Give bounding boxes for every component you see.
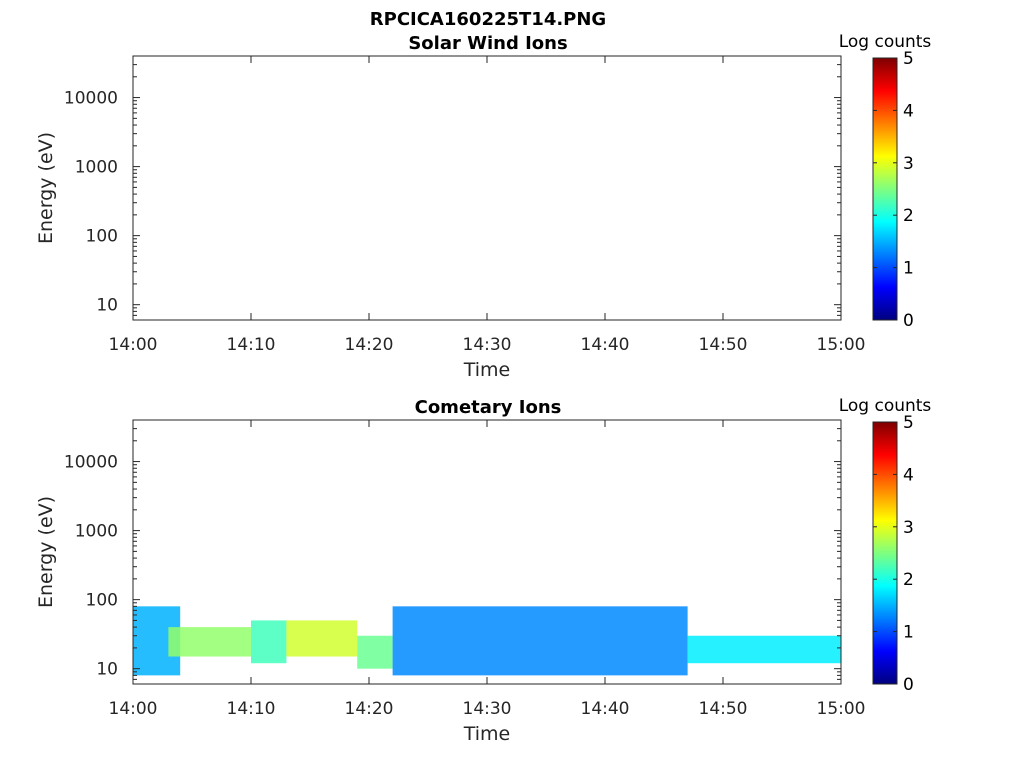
y-tick-label: 1000 <box>75 522 118 542</box>
x-tick-label: 14:20 <box>345 335 394 355</box>
heatmap-cell <box>286 620 358 657</box>
heatmap-cell <box>392 606 688 676</box>
colorbar: Log counts 0 1 2 3 4 5 <box>839 32 932 331</box>
colorbar-tick-label: 4 <box>903 465 914 485</box>
colorbar: Log counts 0 1 2 3 4 5 <box>839 396 932 695</box>
plot-frame <box>132 55 842 321</box>
y-tick-label: 100 <box>86 227 118 247</box>
heatmap-cell <box>687 635 841 664</box>
y-ticks: 10 100 1000 10000 <box>64 55 841 321</box>
colorbar-tick-label: 3 <box>903 154 914 174</box>
x-tick-label: 14:00 <box>109 335 158 355</box>
colorbar-tick-label: 4 <box>903 101 914 121</box>
x-axis-label: Time <box>463 723 511 745</box>
x-tick-label: 14:30 <box>463 335 512 355</box>
x-tick-label: 14:50 <box>699 335 748 355</box>
x-tick-label: 14:20 <box>345 699 394 719</box>
colorbar-tick-label: 0 <box>903 311 914 331</box>
x-axis-label: Time <box>463 359 511 381</box>
y-ticks: 10 100 1000 10000 <box>64 419 841 685</box>
y-axis-label: Energy (eV) <box>35 496 57 608</box>
colorbar-tick-label: 1 <box>903 259 914 279</box>
colorbar-tick-label: 5 <box>903 49 914 69</box>
heatmap-cell <box>357 635 393 669</box>
y-tick-label: 10 <box>96 660 118 680</box>
y-axis-label: Energy (eV) <box>35 132 57 244</box>
x-tick-label: 14:40 <box>581 335 630 355</box>
y-tick-label: 10000 <box>64 453 118 473</box>
heatmap-cell <box>251 620 287 664</box>
colorbar-gradient <box>872 421 898 685</box>
colorbar-tick-label: 2 <box>903 570 914 590</box>
panel-cometary: Cometary Ions 14:00 14:10 14:20 14:30 14:40 1… <box>35 396 931 745</box>
x-ticks: 14:00 14:10 14:20 14:30 14:40 14:50 15:00 <box>109 420 866 719</box>
x-tick-label: 14:10 <box>227 335 276 355</box>
x-tick-label: 14:00 <box>109 699 158 719</box>
y-tick-label: 1000 <box>75 158 118 178</box>
colorbar-label: Log counts <box>839 396 932 416</box>
x-tick-label: 15:00 <box>817 335 866 355</box>
panel-solar-wind: Solar Wind Ions 14:00 14:10 14:20 14:30 14:4… <box>35 32 931 381</box>
y-tick-label: 100 <box>86 591 118 611</box>
heatmap-cells <box>133 606 841 676</box>
heatmap-cell <box>168 627 251 657</box>
x-tick-label: 14:40 <box>581 699 630 719</box>
x-ticks: 14:00 14:10 14:20 14:30 14:40 14:50 15:00 <box>109 56 866 355</box>
colorbar-tick-label: 1 <box>903 623 914 643</box>
colorbar-tick-label: 2 <box>903 206 914 226</box>
y-tick-label: 10 <box>96 296 118 316</box>
x-tick-label: 15:00 <box>817 699 866 719</box>
colorbar-tick-label: 5 <box>903 413 914 433</box>
colorbar-label: Log counts <box>839 32 932 52</box>
panel-title: Solar Wind Ions <box>408 33 567 54</box>
y-tick-label: 10000 <box>64 89 118 109</box>
x-tick-label: 14:50 <box>699 699 748 719</box>
colorbar-gradient <box>872 57 898 321</box>
colorbar-tick-label: 0 <box>903 675 914 695</box>
x-tick-label: 14:30 <box>463 699 512 719</box>
colorbar-tick-label: 3 <box>903 518 914 538</box>
x-tick-label: 14:10 <box>227 699 276 719</box>
panel-title: Cometary Ions <box>415 397 562 418</box>
figure-title: RPCICA160225T14.PNG <box>370 9 606 30</box>
